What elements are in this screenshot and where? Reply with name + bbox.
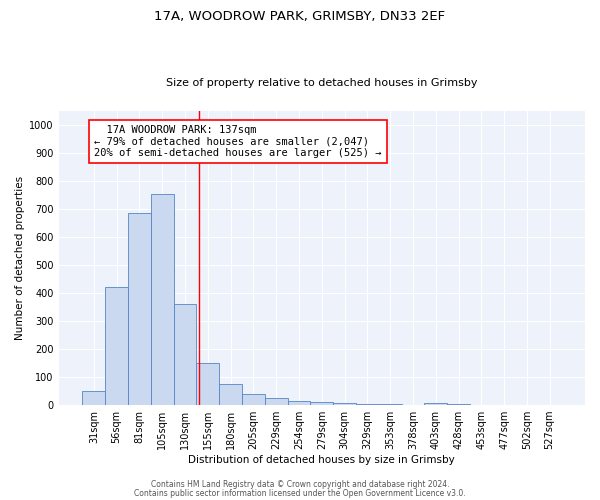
Bar <box>447 404 470 405</box>
Text: 17A WOODROW PARK: 137sqm  
← 79% of detached houses are smaller (2,047)
20% of s: 17A WOODROW PARK: 137sqm ← 79% of detach… <box>94 125 382 158</box>
Text: 17A, WOODROW PARK, GRIMSBY, DN33 2EF: 17A, WOODROW PARK, GRIMSBY, DN33 2EF <box>154 10 446 23</box>
Text: Contains public sector information licensed under the Open Government Licence v3: Contains public sector information licen… <box>134 488 466 498</box>
Bar <box>379 404 401 405</box>
Bar <box>287 401 310 405</box>
Bar <box>219 384 242 405</box>
Bar <box>82 391 105 405</box>
Bar <box>173 304 196 405</box>
Bar <box>196 363 219 405</box>
Title: Size of property relative to detached houses in Grimsby: Size of property relative to detached ho… <box>166 78 478 88</box>
Bar <box>128 213 151 405</box>
Y-axis label: Number of detached properties: Number of detached properties <box>15 176 25 340</box>
Bar <box>401 404 424 405</box>
Bar <box>265 398 287 405</box>
Text: Contains HM Land Registry data © Crown copyright and database right 2024.: Contains HM Land Registry data © Crown c… <box>151 480 449 489</box>
Bar <box>242 394 265 405</box>
Bar <box>424 403 447 405</box>
X-axis label: Distribution of detached houses by size in Grimsby: Distribution of detached houses by size … <box>188 455 455 465</box>
Bar <box>105 288 128 405</box>
Bar <box>333 403 356 405</box>
Bar <box>151 194 173 405</box>
Bar <box>310 402 333 405</box>
Bar <box>356 404 379 405</box>
